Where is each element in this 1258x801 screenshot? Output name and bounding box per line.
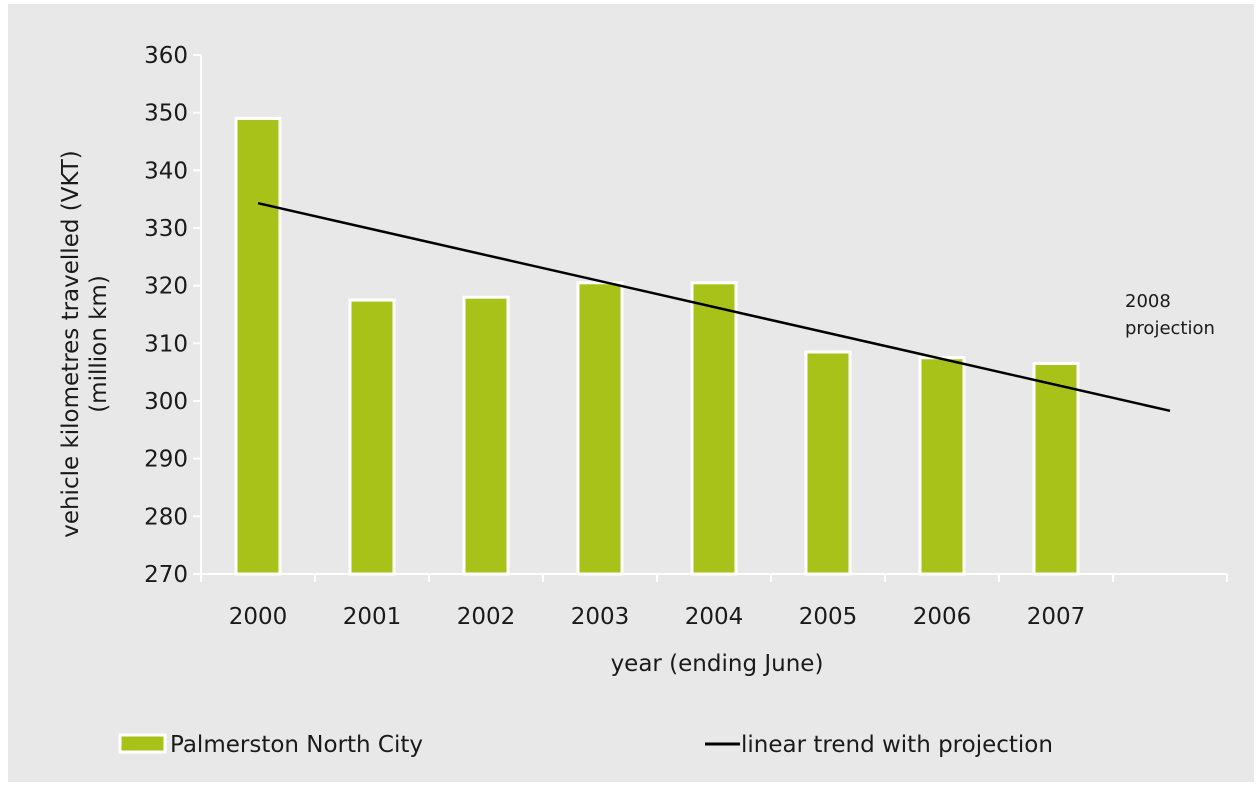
legend: Palmerston North City linear trend with … [118, 732, 1053, 758]
x-axis-title: year (ending June) [611, 651, 824, 677]
x-tick-label-2001: 2001 [343, 604, 402, 630]
y-tick-label-290: 290 [144, 447, 188, 473]
chart-svg: 270 280 290 300 310 320 330 340 350 360 2000 2001 20… [58, 43, 1228, 758]
trend-layer [257, 201, 1171, 413]
axes-layer [193, 54, 1228, 582]
projection-annotation-line1: 2008 [1125, 291, 1171, 312]
x-tick-label-2005: 2005 [799, 604, 858, 630]
bar-2001 [348, 298, 396, 576]
x-tick-label-2000: 2000 [229, 604, 288, 630]
y-tick-label-300: 300 [144, 389, 188, 415]
x-tick-label-2006: 2006 [913, 604, 972, 630]
bar-2007 [1032, 362, 1080, 576]
bar-2005 [804, 350, 852, 576]
x-tick-label-2003: 2003 [571, 604, 630, 630]
labels-layer: 270 280 290 300 310 320 330 340 350 360 2000 2001 20… [144, 43, 1085, 630]
y-tick-label-270: 270 [144, 562, 188, 588]
chart-panel: 270 280 290 300 310 320 330 340 350 360 2000 2001 20… [8, 4, 1254, 782]
y-tick-label-320: 320 [144, 274, 188, 300]
x-tick-label-2007: 2007 [1027, 604, 1086, 630]
y-axis-title-line2: (million km) [86, 275, 112, 413]
bar-2006 [918, 356, 966, 576]
projection-annotation-line2: projection [1125, 318, 1215, 339]
y-axis-title: vehicle kilometres travelled (VKT) (mill… [58, 150, 112, 538]
y-tick-label-280: 280 [144, 504, 188, 530]
bars-layer [234, 116, 1080, 576]
legend-label-trend: linear trend with projection [741, 732, 1053, 758]
y-tick-label-340: 340 [144, 158, 188, 184]
x-tick-label-2004: 2004 [685, 604, 744, 630]
bar-2000 [234, 116, 282, 576]
bar-2002 [462, 295, 510, 576]
y-tick-label-360: 360 [144, 43, 188, 69]
x-tick-label-2002: 2002 [457, 604, 516, 630]
y-tick-label-350: 350 [144, 101, 188, 127]
y-axis-title-line1: vehicle kilometres travelled (VKT) [58, 150, 84, 538]
y-tick-label-330: 330 [144, 216, 188, 242]
y-tick-label-310: 310 [144, 331, 188, 357]
legend-label-bars: Palmerston North City [170, 732, 423, 758]
bar-2003 [576, 281, 624, 576]
trend-line [257, 201, 1171, 413]
bar-2004 [690, 281, 738, 576]
legend-swatch-bars [118, 733, 167, 754]
